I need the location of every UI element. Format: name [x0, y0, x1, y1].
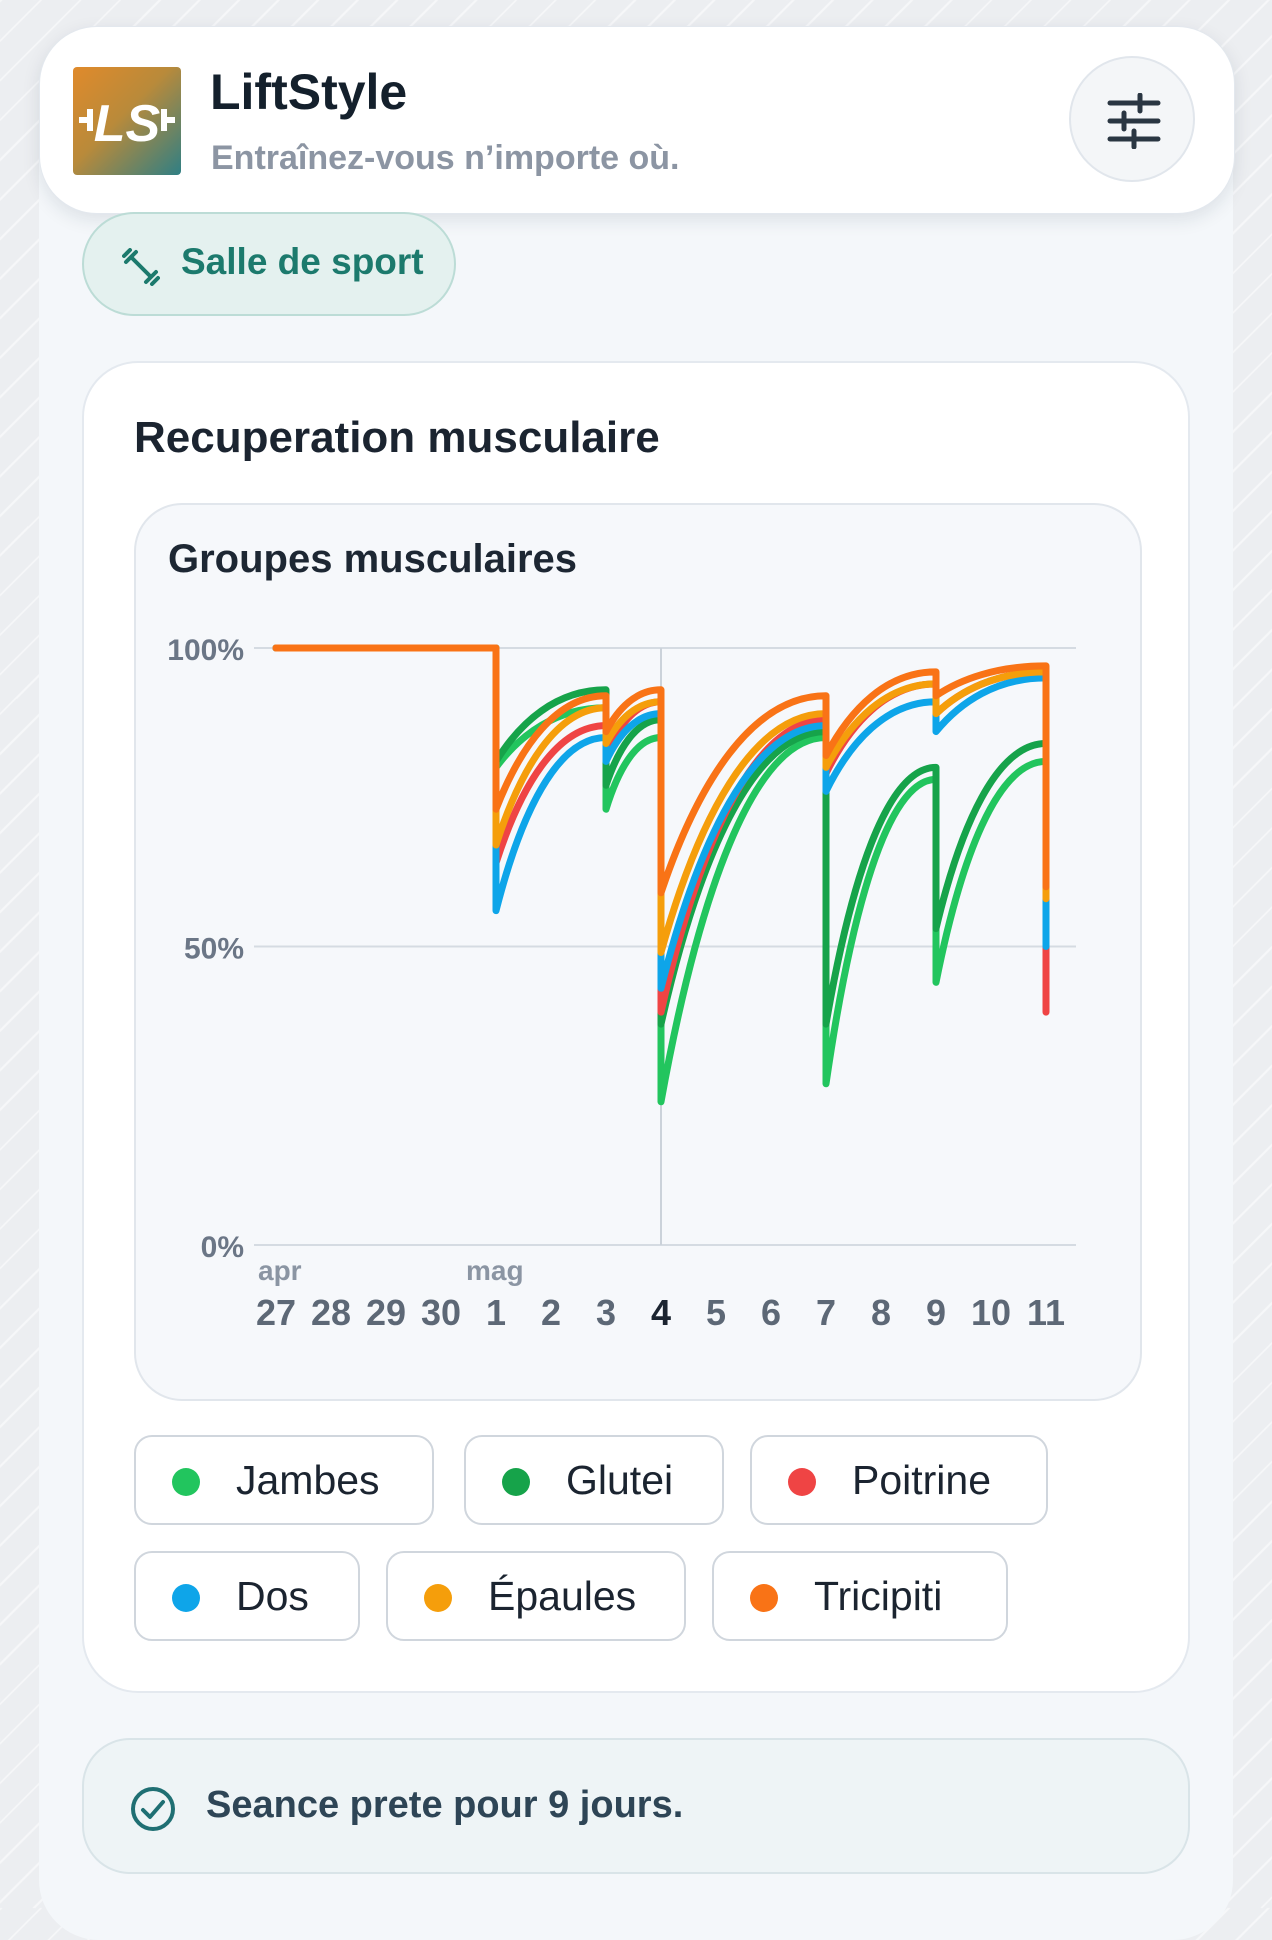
legend-dot [424, 1584, 452, 1612]
y-tick-label: 100% [167, 634, 244, 667]
dumbbell-icon [122, 248, 160, 286]
logo-text: LS [94, 95, 161, 153]
x-tick-label: 28 [311, 1292, 351, 1333]
x-tick-label: 4 [651, 1292, 671, 1333]
chart-title: Groupes musculaires [168, 537, 578, 581]
series-line-tricipiti [272, 644, 1050, 897]
legend-dot [750, 1584, 778, 1612]
location-selector[interactable]: Salle de sport [82, 212, 456, 316]
app-title: LiftStyle [210, 64, 408, 120]
settings-button[interactable] [1069, 56, 1195, 182]
legend-label: Épaules [488, 1573, 637, 1619]
recovery-card: Recuperation musculaire Groupes musculai… [82, 361, 1190, 1693]
recovery-title: Recuperation musculaire [134, 413, 660, 462]
x-tick-label: 7 [816, 1292, 836, 1333]
legend-chip[interactable]: Glutei [464, 1435, 724, 1525]
location-label: Salle de sport [181, 241, 424, 282]
app-logo: LS [73, 67, 181, 175]
x-tick-label: 9 [926, 1292, 946, 1333]
check-circle-icon [131, 1787, 175, 1831]
x-tick-label: 27 [256, 1292, 296, 1333]
x-tick-label: 30 [421, 1292, 461, 1333]
x-tick-label: 2 [541, 1292, 561, 1333]
legend-label: Tricipiti [814, 1573, 943, 1619]
legend-chip[interactable]: Tricipiti [712, 1551, 1008, 1641]
legend-chip[interactable]: Dos [134, 1551, 360, 1641]
x-month-label: apr [258, 1255, 302, 1286]
x-tick-label: 1 [486, 1292, 506, 1333]
app-subtitle: Entraînez-vous n’importe où. [211, 139, 680, 177]
status-text: Seance prete pour 9 jours. [206, 1784, 684, 1826]
x-tick-label: 8 [871, 1292, 891, 1333]
recovery-chart: 100% 50% 0% apr mag 27 28 29 30 1 2 3 4 5 6 7 8 9 10 11 [167, 634, 1076, 1333]
legend-label: Poitrine [852, 1457, 992, 1503]
legend-label: Jambes [236, 1457, 380, 1503]
series-line-épaules [272, 644, 1050, 956]
chart-card: Groupes musculaires 100% 50% 0% apr mag 27 28 2… [134, 503, 1142, 1401]
sliders-icon [1107, 93, 1161, 149]
x-tick-label: 10 [971, 1292, 1011, 1333]
legend-label: Dos [236, 1573, 309, 1619]
x-tick-label: 6 [761, 1292, 781, 1333]
legend-dot [502, 1468, 530, 1496]
header-bar: LS LiftStyle Entraînez-vous n’importe où… [39, 26, 1235, 214]
x-tick-label: 29 [366, 1292, 406, 1333]
x-month-label: mag [466, 1255, 524, 1286]
x-tick-label: 3 [596, 1292, 616, 1333]
series-line-glutei [272, 644, 1050, 1028]
legend-dot [788, 1468, 816, 1496]
x-tick-label: 5 [706, 1292, 726, 1333]
legend-chip[interactable]: Épaules [386, 1551, 686, 1641]
y-tick-label: 0% [201, 1231, 244, 1264]
y-tick-label: 50% [184, 933, 244, 966]
legend-dot [172, 1468, 200, 1496]
status-banner: Seance prete pour 9 jours. [82, 1738, 1190, 1874]
legend-label: Glutei [566, 1457, 674, 1503]
legend-chip[interactable]: Jambes [134, 1435, 434, 1525]
legend-chip[interactable]: Poitrine [750, 1435, 1048, 1525]
series-line-dos [272, 644, 1050, 992]
legend-dot [172, 1584, 200, 1612]
x-tick-label: 11 [1027, 1292, 1065, 1333]
